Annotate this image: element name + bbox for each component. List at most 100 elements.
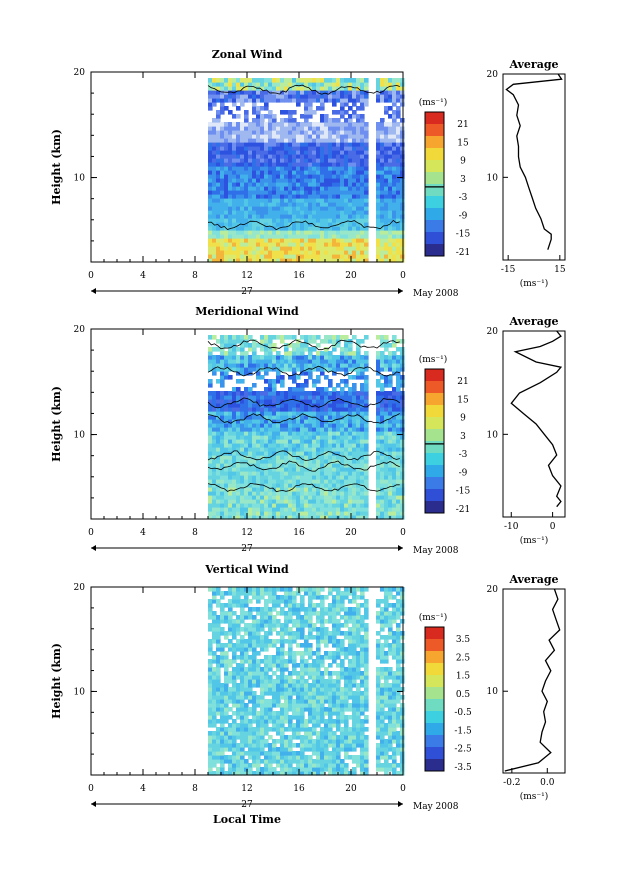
heatmap-cell [216, 683, 221, 688]
heatmap-cell [264, 258, 269, 263]
heatmap-cell [260, 142, 265, 147]
heatmap-cell [228, 162, 233, 167]
heatmap-cell [268, 158, 273, 163]
heatmap-cell [216, 250, 221, 255]
heatmap-cell [264, 727, 269, 732]
heatmap-cell [268, 142, 273, 147]
heatmap-cell [272, 114, 277, 119]
heatmap-cell [384, 443, 389, 448]
heatmap-cell [384, 507, 389, 512]
heatmap-cell [272, 743, 277, 748]
heatmap-cell [400, 206, 405, 211]
heatmap-cell [228, 735, 233, 740]
heatmap-cell [276, 246, 281, 251]
heatmap-cell [256, 106, 261, 111]
heatmap-cell [280, 443, 285, 448]
heatmap-cell [212, 254, 217, 259]
heatmap-cell [392, 487, 397, 492]
heatmap-cell [384, 134, 389, 139]
heatmap-cell [220, 138, 225, 143]
heatmap-cell [292, 246, 297, 251]
heatmap-cell [252, 407, 257, 412]
heatmap-cell [324, 471, 329, 476]
heatmap-cell [348, 82, 353, 87]
heatmap-cell [260, 471, 265, 476]
heatmap-cell [392, 182, 397, 187]
heatmap-cell [280, 703, 285, 708]
heatmap-cell [364, 475, 369, 480]
heatmap-cell [264, 623, 269, 628]
heatmap-cell [216, 471, 221, 476]
heatmap-cell [284, 391, 289, 396]
heatmap-cell [328, 411, 333, 416]
heatmap-cell [328, 166, 333, 171]
heatmap-cell [336, 130, 341, 135]
heatmap-cell [388, 186, 393, 191]
heatmap-cell [312, 130, 317, 135]
heatmap-cell [268, 355, 273, 360]
heatmap-cell [224, 158, 229, 163]
heatmap-cell [340, 142, 345, 147]
heatmap-cell [264, 98, 269, 103]
heatmap-cell [248, 186, 253, 191]
heatmap-cell [384, 375, 389, 380]
heatmap-cell [220, 511, 225, 516]
heatmap-cell [308, 194, 313, 199]
heatmap-cell [280, 98, 285, 103]
heatmap-cell [236, 459, 241, 464]
heatmap-cell [220, 206, 225, 211]
heatmap-cell [280, 495, 285, 500]
heatmap-cell [348, 242, 353, 247]
heatmap-cell [292, 218, 297, 223]
heatmap-cell [384, 230, 389, 235]
heatmap-cell [380, 491, 385, 496]
heatmap-cell [232, 763, 237, 768]
x-tick-label: 8 [192, 271, 198, 281]
profile-x-tick-label: -15 [501, 265, 516, 275]
heatmap-cell [400, 487, 405, 492]
heatmap-cell [264, 230, 269, 235]
heatmap-cell [276, 202, 281, 207]
heatmap-cell [296, 391, 301, 396]
heatmap-cell [360, 154, 365, 159]
heatmap-cell [336, 511, 341, 516]
heatmap-cell [228, 487, 233, 492]
heatmap-cell [216, 126, 221, 131]
heatmap-cell [224, 222, 229, 227]
heatmap-cell [328, 258, 333, 263]
heatmap-cell [324, 503, 329, 508]
heatmap-cell [300, 250, 305, 255]
heatmap-cell [376, 242, 381, 247]
heatmap-cell [292, 463, 297, 468]
heatmap-cell [292, 375, 297, 380]
heatmap-cell [260, 711, 265, 716]
heatmap-cell [268, 202, 273, 207]
heatmap-cell [300, 146, 305, 151]
heatmap-cell [252, 647, 257, 652]
heatmap-cell [272, 491, 277, 496]
heatmap-cell [252, 423, 257, 428]
heatmap-cell [280, 727, 285, 732]
heatmap-cell [284, 711, 289, 716]
heatmap-cell [328, 451, 333, 456]
heatmap-cell [236, 78, 241, 83]
heatmap-cell [312, 98, 317, 103]
heatmap-cell [308, 198, 313, 203]
heatmap-cell [220, 186, 225, 191]
heatmap-cell [216, 475, 221, 480]
heatmap-cell [292, 343, 297, 348]
heatmap-cell [288, 78, 293, 83]
heatmap-cell [256, 166, 261, 171]
heatmap-cell [384, 182, 389, 187]
heatmap-cell [220, 699, 225, 704]
heatmap-cell [216, 395, 221, 400]
heatmap-cell [336, 463, 341, 468]
heatmap-cell [396, 367, 401, 372]
heatmap-cell [252, 507, 257, 512]
heatmap-cell [208, 210, 213, 215]
heatmap-cell [224, 150, 229, 155]
heatmap-cell [264, 399, 269, 404]
heatmap-cell [280, 142, 285, 147]
heatmap-cell [344, 94, 349, 99]
heatmap-cell [360, 118, 365, 123]
